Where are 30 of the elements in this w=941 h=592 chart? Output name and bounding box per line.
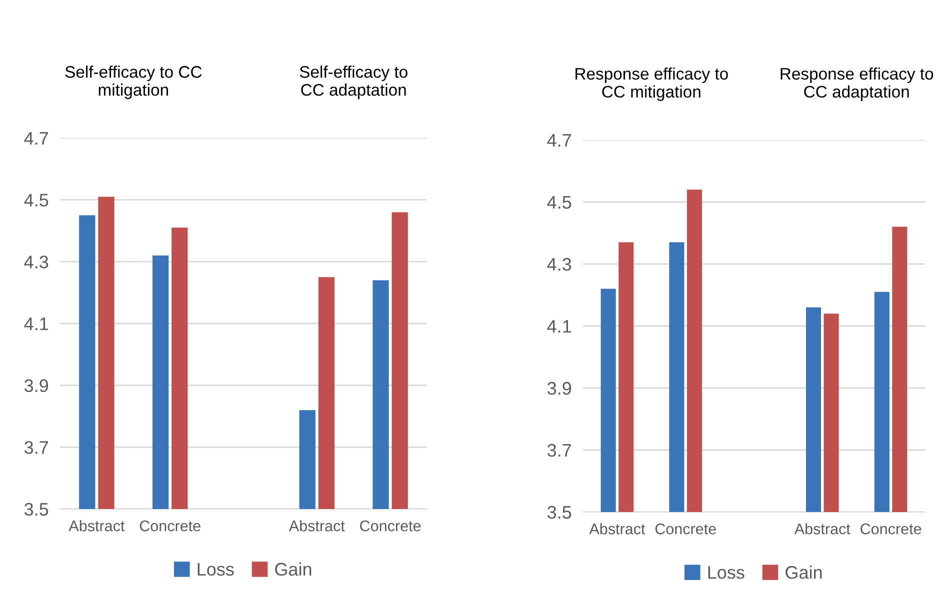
y-tick-label: 3.5 bbox=[24, 502, 48, 516]
x-tick-label: Abstract bbox=[794, 523, 850, 534]
legend-label: Loss bbox=[198, 563, 234, 576]
x-tick-label: Abstract bbox=[288, 520, 345, 532]
text: Self-efficacy to CC mitigation bbox=[65, 66, 202, 100]
y-tick-label: 4.1 bbox=[24, 318, 48, 330]
x-tick-label: Abstract bbox=[589, 523, 646, 534]
text: Response efficacy to CC mitigation bbox=[576, 67, 728, 101]
x-tick-label: Concrete bbox=[860, 524, 922, 534]
x-tick-label: Concrete bbox=[655, 524, 716, 534]
x-tick-label: Concrete bbox=[140, 520, 200, 532]
text: Self-efficacy to CC adaptation bbox=[300, 66, 408, 100]
y-tick-label: 4.3 bbox=[24, 256, 48, 268]
y-tick-label: 3.9 bbox=[24, 379, 48, 392]
y-tick-label: 4.7 bbox=[24, 132, 48, 145]
x-tick-label: Concrete bbox=[360, 520, 421, 532]
y-tick-label: 4.7 bbox=[547, 134, 571, 147]
y-tick-label: 4.1 bbox=[547, 320, 572, 333]
y-tick-label: 3.7 bbox=[24, 441, 48, 454]
y-tick-label: 4.5 bbox=[24, 194, 48, 207]
y-tick-label: 3.9 bbox=[547, 382, 572, 395]
y-tick-label: 4.5 bbox=[547, 196, 572, 209]
y-tick-label: 3.7 bbox=[547, 444, 571, 457]
legend-label: Loss bbox=[708, 566, 744, 579]
legend-label: Gain bbox=[275, 562, 312, 576]
x-tick-label: Abstract bbox=[68, 520, 125, 532]
y-tick-label: 4.3 bbox=[547, 258, 572, 271]
legend-label: Gain bbox=[786, 566, 822, 579]
y-tick-label: 3.5 bbox=[547, 506, 572, 519]
text: Response efficacy to CC adaptation bbox=[780, 67, 934, 101]
